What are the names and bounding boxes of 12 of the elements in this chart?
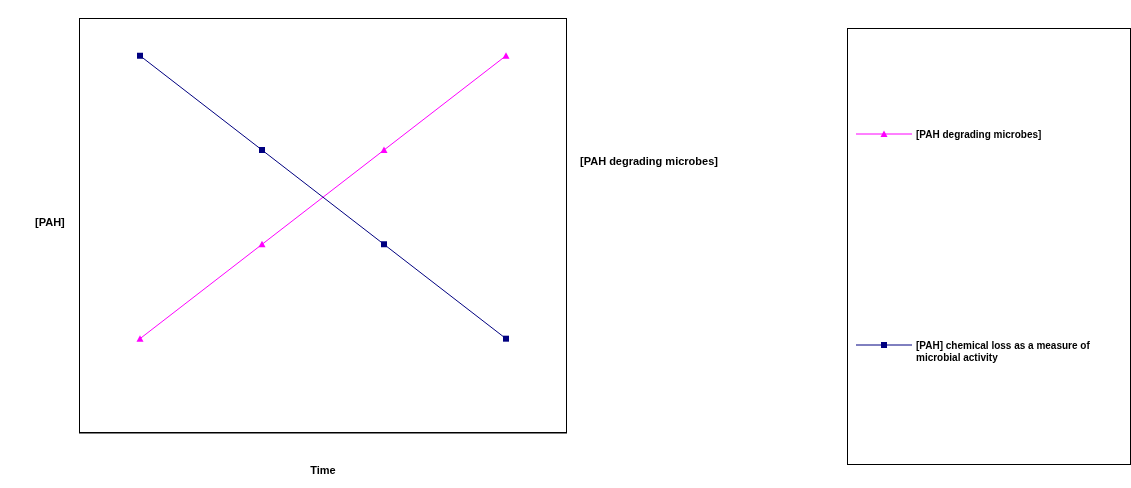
point [380, 146, 388, 154]
point [259, 147, 265, 154]
text: [PAH degrading microbes] [916, 128, 1042, 141]
point [136, 335, 144, 342]
point [137, 52, 143, 59]
point [502, 52, 510, 59]
text: [PAH] chemical loss as a measure of microbial activity [916, 340, 1091, 365]
y-axis-title: [PAH] [35, 216, 65, 228]
x-axis-title: Time [309, 464, 337, 476]
point [503, 335, 509, 342]
point [381, 241, 387, 248]
y2-axis-title: [PAH degrading microbes] [580, 155, 718, 167]
